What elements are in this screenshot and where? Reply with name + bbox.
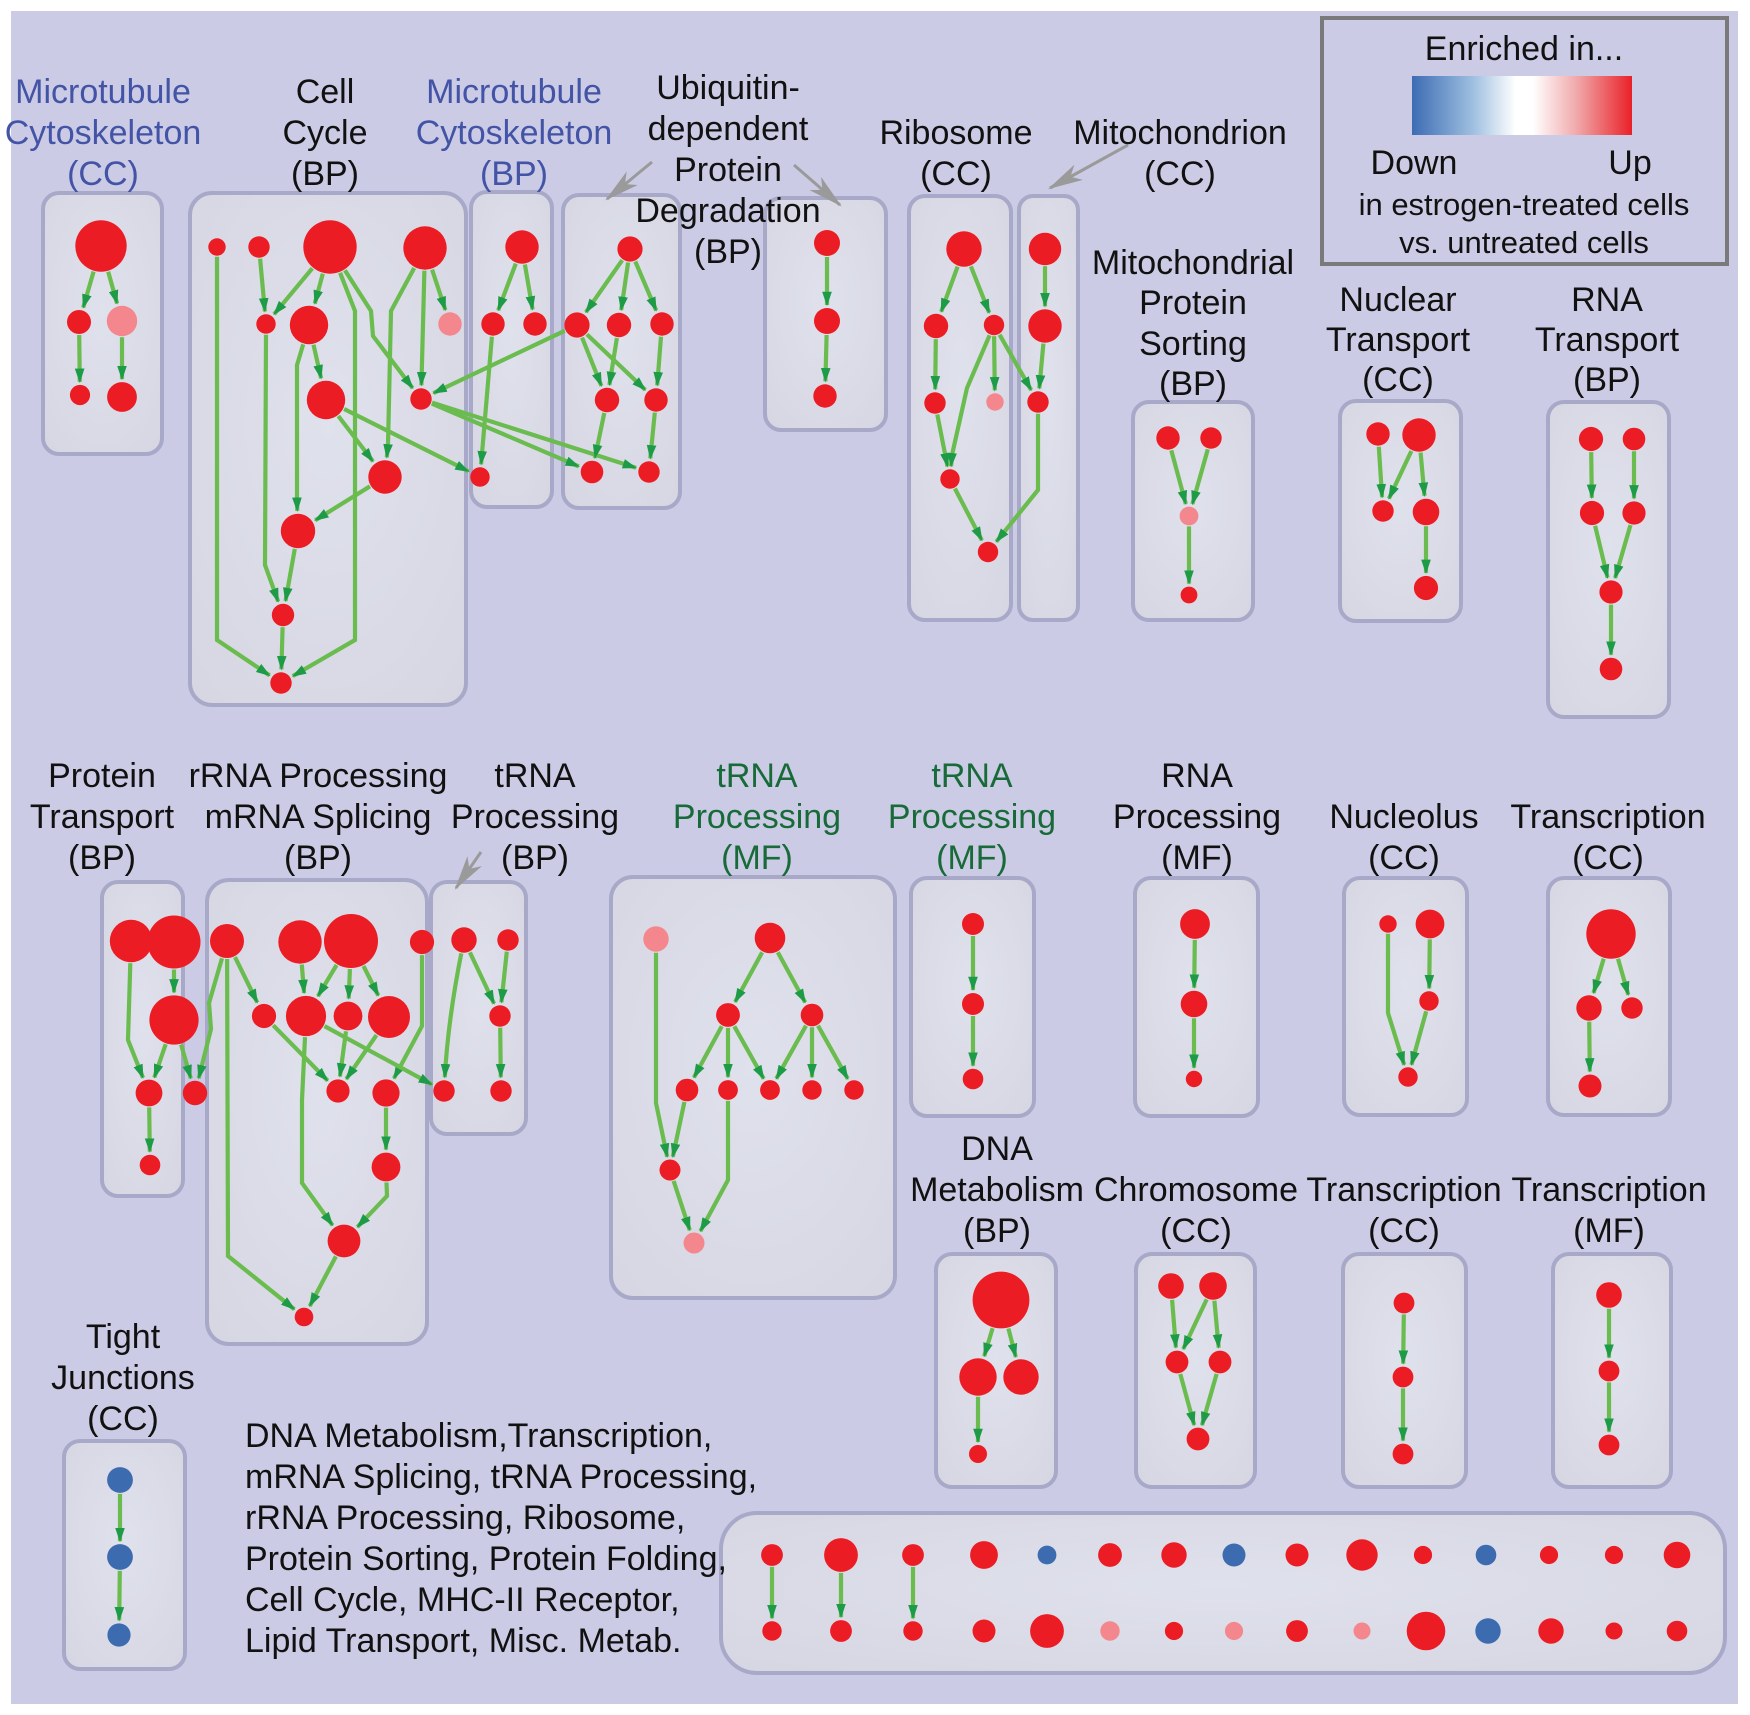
svg-text:Nucleolus: Nucleolus bbox=[1329, 798, 1478, 836]
svg-text:DNA Metabolism,Transcription,: DNA Metabolism,Transcription, bbox=[245, 1417, 712, 1455]
svg-text:(MF): (MF) bbox=[936, 839, 1008, 877]
svg-text:(CC): (CC) bbox=[87, 1400, 159, 1438]
svg-text:Transport: Transport bbox=[1535, 321, 1680, 359]
svg-text:(BP): (BP) bbox=[480, 155, 548, 193]
svg-text:Mitochondrial: Mitochondrial bbox=[1092, 244, 1294, 282]
svg-text:tRNA: tRNA bbox=[494, 757, 576, 795]
svg-text:Ribosome: Ribosome bbox=[879, 114, 1032, 152]
svg-text:(BP): (BP) bbox=[694, 233, 762, 271]
svg-text:(CC): (CC) bbox=[1368, 1212, 1440, 1250]
svg-text:rRNA Processing, Ribosome,: rRNA Processing, Ribosome, bbox=[245, 1499, 685, 1537]
svg-text:Lipid Transport, Misc. Metab.: Lipid Transport, Misc. Metab. bbox=[245, 1622, 682, 1660]
svg-text:(CC): (CC) bbox=[1160, 1212, 1232, 1250]
svg-text:Enriched in...: Enriched in... bbox=[1425, 30, 1623, 68]
svg-text:mRNA Splicing: mRNA Splicing bbox=[205, 798, 432, 836]
svg-text:rRNA Processing: rRNA Processing bbox=[189, 757, 448, 795]
svg-text:Cell Cycle, MHC-II Receptor,: Cell Cycle, MHC-II Receptor, bbox=[245, 1581, 680, 1619]
svg-text:Cytoskeleton: Cytoskeleton bbox=[5, 114, 202, 152]
svg-text:Nuclear: Nuclear bbox=[1339, 281, 1456, 319]
svg-text:Processing: Processing bbox=[888, 798, 1056, 836]
svg-text:(BP): (BP) bbox=[963, 1212, 1031, 1250]
svg-text:Degradation: Degradation bbox=[635, 192, 820, 230]
svg-text:Transcription: Transcription bbox=[1306, 1171, 1501, 1209]
svg-text:(CC): (CC) bbox=[1144, 155, 1216, 193]
svg-text:Microtubule: Microtubule bbox=[426, 73, 602, 111]
svg-text:Transcription: Transcription bbox=[1510, 798, 1705, 836]
svg-text:Ubiquitin-: Ubiquitin- bbox=[656, 69, 800, 107]
svg-text:dependent: dependent bbox=[648, 110, 809, 148]
svg-text:(MF): (MF) bbox=[1573, 1212, 1645, 1250]
svg-text:(BP): (BP) bbox=[501, 839, 569, 877]
svg-text:Protein: Protein bbox=[1139, 284, 1247, 322]
svg-text:(MF): (MF) bbox=[721, 839, 793, 877]
svg-text:Chromosome: Chromosome bbox=[1094, 1171, 1298, 1209]
svg-text:(CC): (CC) bbox=[920, 155, 992, 193]
svg-text:Metabolism: Metabolism bbox=[910, 1171, 1084, 1209]
svg-text:(BP): (BP) bbox=[1573, 361, 1641, 399]
svg-text:Tight: Tight bbox=[86, 1318, 161, 1356]
svg-text:Mitochondrion: Mitochondrion bbox=[1073, 114, 1287, 152]
svg-text:Microtubule: Microtubule bbox=[15, 73, 191, 111]
svg-text:tRNA: tRNA bbox=[716, 757, 798, 795]
svg-text:(CC): (CC) bbox=[67, 155, 139, 193]
svg-text:(CC): (CC) bbox=[1362, 361, 1434, 399]
svg-text:RNA: RNA bbox=[1161, 757, 1233, 795]
svg-text:(BP): (BP) bbox=[284, 839, 352, 877]
svg-text:Processing: Processing bbox=[673, 798, 841, 836]
svg-text:mRNA Splicing, tRNA Processing: mRNA Splicing, tRNA Processing, bbox=[245, 1458, 757, 1496]
svg-text:Processing: Processing bbox=[451, 798, 619, 836]
svg-text:(BP): (BP) bbox=[291, 155, 359, 193]
svg-text:Transcription: Transcription bbox=[1511, 1171, 1706, 1209]
svg-text:Up: Up bbox=[1608, 144, 1651, 182]
svg-text:Protein: Protein bbox=[48, 757, 156, 795]
svg-text:DNA: DNA bbox=[961, 1130, 1033, 1168]
svg-text:Cytoskeleton: Cytoskeleton bbox=[416, 114, 613, 152]
svg-text:in estrogen-treated cells: in estrogen-treated cells bbox=[1359, 187, 1690, 222]
svg-text:Protein Sorting, Protein Foldi: Protein Sorting, Protein Folding, bbox=[245, 1540, 727, 1578]
svg-text:tRNA: tRNA bbox=[931, 757, 1013, 795]
svg-text:Junctions: Junctions bbox=[51, 1359, 195, 1397]
svg-text:Down: Down bbox=[1371, 144, 1458, 182]
svg-text:RNA: RNA bbox=[1571, 281, 1643, 319]
svg-text:(CC): (CC) bbox=[1368, 839, 1440, 877]
svg-text:Cell: Cell bbox=[296, 73, 355, 111]
svg-text:vs. untreated cells: vs. untreated cells bbox=[1399, 225, 1649, 260]
svg-text:(BP): (BP) bbox=[68, 839, 136, 877]
svg-text:(CC): (CC) bbox=[1572, 839, 1644, 877]
svg-text:Transport: Transport bbox=[1326, 321, 1471, 359]
svg-text:Processing: Processing bbox=[1113, 798, 1281, 836]
svg-text:Sorting: Sorting bbox=[1139, 325, 1247, 363]
svg-text:Protein: Protein bbox=[674, 151, 782, 189]
svg-text:(MF): (MF) bbox=[1161, 839, 1233, 877]
svg-text:Transport: Transport bbox=[30, 798, 175, 836]
svg-text:Cycle: Cycle bbox=[282, 114, 367, 152]
svg-text:(BP): (BP) bbox=[1159, 365, 1227, 403]
